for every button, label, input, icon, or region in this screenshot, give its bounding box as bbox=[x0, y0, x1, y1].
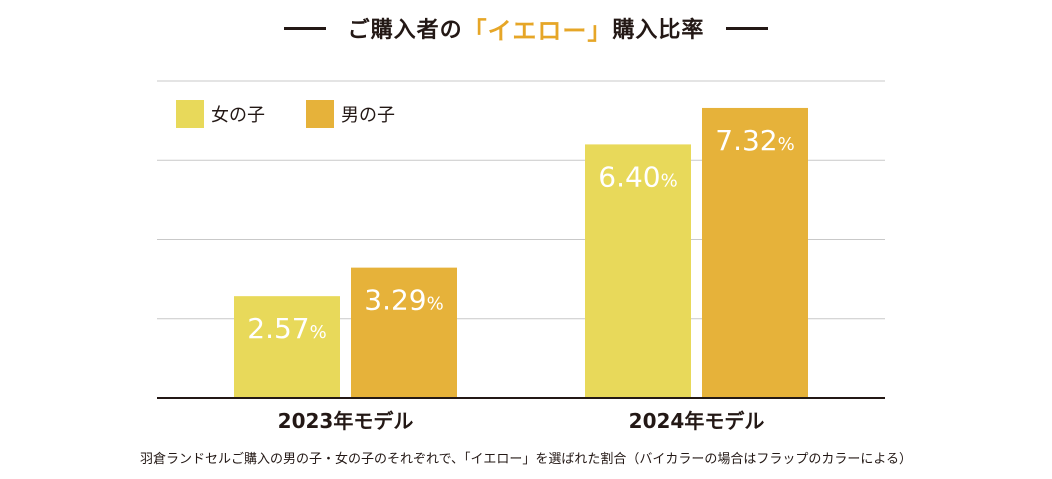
data-label-value: 3.29 bbox=[364, 284, 426, 317]
bar-boys-1 bbox=[351, 267, 457, 398]
title-highlight: 「イエロー」 bbox=[462, 16, 613, 45]
title-suffix: 購入比率 bbox=[612, 18, 705, 43]
legend-label-girls: 女の子 bbox=[211, 105, 265, 126]
data-label: 6.40% bbox=[598, 160, 677, 193]
x-tick-label: 2023年モデル bbox=[278, 409, 414, 433]
data-label-unit: % bbox=[310, 322, 327, 343]
title-left-rule bbox=[283, 26, 326, 30]
data-label-unit: % bbox=[661, 170, 678, 191]
data-label-value: 7.32 bbox=[715, 124, 777, 157]
data-label-unit: % bbox=[778, 134, 795, 155]
data-label: 7.32% bbox=[715, 124, 794, 157]
chart-footnote: 羽倉ランドセルご購入の男の子・女の子のそれぞれで、「イエロー」を選ばれた割合（バ… bbox=[139, 452, 913, 467]
data-label: 3.29% bbox=[364, 284, 443, 317]
legend-swatch-boys bbox=[306, 100, 334, 128]
legend-swatch-girls bbox=[176, 100, 204, 128]
x-tick-label: 2024年モデル bbox=[629, 409, 765, 433]
chart-title: ご購入者の 「イエロー」 購入比率 bbox=[0, 8, 1052, 48]
bar-girls-1 bbox=[234, 296, 340, 398]
data-label-value: 6.40 bbox=[598, 160, 660, 193]
chart-title-text: ご購入者の 「イエロー」 購入比率 bbox=[348, 11, 705, 46]
bar-boys-2 bbox=[702, 107, 808, 398]
title-right-rule bbox=[726, 26, 769, 30]
data-label-unit: % bbox=[427, 294, 444, 315]
data-label-value: 2.57 bbox=[247, 312, 309, 345]
bar-girls-2 bbox=[585, 144, 691, 398]
legend-label-boys: 男の子 bbox=[341, 105, 395, 126]
title-prefix: ご購入者の bbox=[347, 18, 463, 43]
data-label: 2.57% bbox=[247, 312, 326, 345]
